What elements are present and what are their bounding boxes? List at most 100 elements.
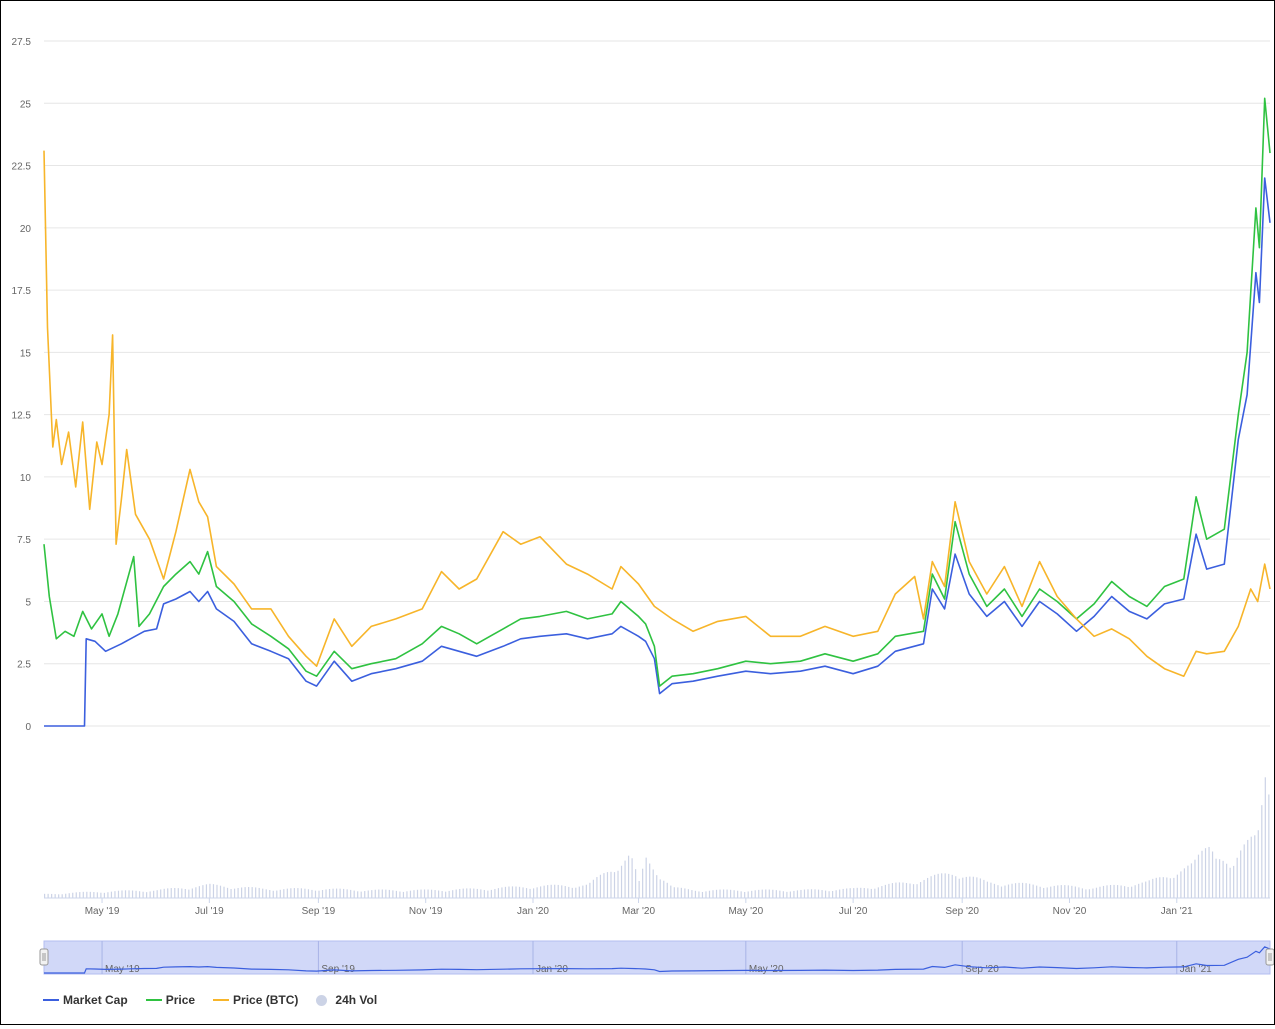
- volume-bar: [47, 893, 49, 898]
- volume-bar: [146, 892, 148, 898]
- volume-bar: [789, 891, 792, 898]
- volume-bar: [782, 891, 784, 898]
- navigator-handle-left[interactable]: [39, 948, 49, 966]
- legend-item-market-cap[interactable]: Market Cap: [43, 993, 128, 1007]
- volume-bar: [722, 889, 725, 898]
- volume-bar: [972, 876, 974, 898]
- y-tick-label: 2.5: [17, 660, 31, 671]
- volume-bar: [1204, 848, 1207, 898]
- volume-bar: [550, 884, 552, 898]
- volume-bar: [891, 883, 894, 898]
- volume-bar: [1222, 860, 1224, 898]
- volume-bar: [923, 879, 925, 898]
- x-tick-label: Jan '21: [1161, 906, 1193, 917]
- volume-bar: [335, 888, 338, 898]
- x-tick-label: Jan '20: [517, 906, 549, 917]
- volume-bar: [1134, 885, 1136, 898]
- volume-bar: [216, 884, 218, 898]
- volume-bar: [888, 883, 890, 898]
- volume-bar: [1053, 885, 1055, 898]
- volume-bar: [631, 858, 633, 898]
- volume-bar: [1085, 889, 1087, 898]
- volume-bar: [511, 886, 514, 898]
- navigator[interactable]: May '19 Sep '19 Jan '20 May '20 Sep '20 Jan '…: [39, 940, 1275, 975]
- volume-bar: [103, 892, 106, 898]
- volume-bar: [445, 891, 447, 898]
- volume-bar: [691, 890, 693, 898]
- volume-bar: [1124, 886, 1126, 898]
- volume-bar: [737, 890, 739, 898]
- volume-bar: [219, 885, 222, 898]
- volume-bar: [279, 889, 281, 898]
- volume-bar: [775, 890, 777, 898]
- legend-item-24h-vol[interactable]: 24h Vol: [316, 993, 377, 1007]
- legend-item-price[interactable]: Price: [145, 993, 195, 1007]
- y-tick-label: 0: [25, 722, 31, 733]
- volume-bar: [1211, 851, 1214, 898]
- volume-bar: [666, 882, 668, 898]
- volume-bar: [529, 888, 531, 898]
- volume-bar: [392, 890, 394, 898]
- volume-bar: [1064, 885, 1066, 898]
- volume-bar: [501, 887, 503, 898]
- volume-bar: [1127, 886, 1129, 898]
- volume-bar: [1226, 863, 1228, 898]
- volume-bar: [575, 887, 577, 898]
- volume-bar: [564, 886, 566, 898]
- volume-bar: [427, 889, 429, 898]
- volume-bar: [568, 886, 570, 898]
- volume-bar: [497, 888, 500, 898]
- volume-bar: [867, 888, 869, 898]
- volume-bar: [1011, 883, 1013, 898]
- volume-bar: [687, 889, 689, 898]
- x-tick-label: Nov '20: [1053, 906, 1087, 917]
- volume-bar: [532, 888, 535, 898]
- volume-bar: [399, 891, 401, 898]
- volume-bar: [715, 889, 718, 898]
- volume-bar: [941, 873, 943, 898]
- volume-bar: [374, 889, 376, 898]
- grid-lines: [44, 40, 1270, 727]
- volume-bar: [779, 890, 781, 898]
- volume-bar: [304, 888, 306, 898]
- volume-bar: [708, 890, 711, 898]
- navigator-tick-label: May '20: [749, 964, 784, 975]
- volume-bar: [1183, 868, 1186, 898]
- volume-bar: [909, 883, 911, 898]
- volume-bar: [314, 890, 317, 898]
- y-tick-label: 27.5: [12, 37, 32, 48]
- volume-bar: [951, 874, 953, 898]
- volume-bar: [205, 884, 208, 898]
- volume-bar: [606, 872, 609, 898]
- volume-bar: [927, 877, 929, 898]
- volume-bar: [448, 890, 450, 898]
- navigator-handle-right[interactable]: [1265, 948, 1275, 966]
- volume-bar: [184, 888, 186, 898]
- legend-swatch-24h-vol: [316, 994, 328, 1006]
- volume-bar: [677, 887, 679, 898]
- volume-bar: [934, 874, 936, 898]
- volume-bar: [796, 890, 799, 898]
- volume-bar: [163, 888, 165, 898]
- legend-item-price-btc[interactable]: Price (BTC): [213, 993, 298, 1007]
- y-tick-label: 22.5: [12, 162, 32, 173]
- volume-bar: [490, 889, 492, 898]
- volume-bar: [585, 884, 587, 898]
- volume-bar: [638, 880, 640, 898]
- volume-bar: [65, 893, 67, 898]
- volume-bar: [1159, 877, 1161, 898]
- volume-bar: [1099, 886, 1101, 898]
- volume-bar: [262, 888, 264, 898]
- volume-bar: [863, 887, 865, 898]
- volume-bar: [1081, 888, 1083, 898]
- volume-bar: [321, 889, 324, 898]
- x-tick-label: Sep '19: [302, 906, 336, 917]
- volume-bar: [768, 889, 770, 898]
- volume-bar: [378, 889, 380, 898]
- volume-bar: [1197, 854, 1200, 898]
- volume-bar: [79, 892, 81, 898]
- volume-bar: [339, 888, 341, 898]
- volume-bar: [1109, 884, 1112, 898]
- volume-bar: [1240, 850, 1242, 898]
